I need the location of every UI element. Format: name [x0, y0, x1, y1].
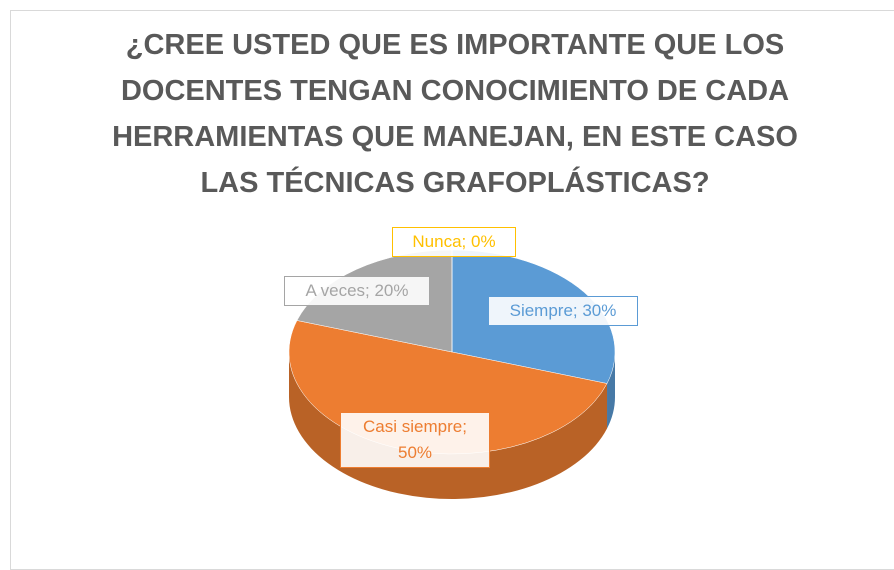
data-label: A veces; 20%	[284, 276, 430, 306]
chart-title: ¿CREE USTED QUE ES IMPORTANTE QUE LOS DO…	[112, 29, 798, 199]
chart: ¿CREE USTED QUE ES IMPORTANTE QUE LOS DO…	[10, 10, 894, 570]
data-label: Casi siempre; 50%	[340, 412, 490, 468]
pie-slice-side	[607, 352, 615, 429]
data-label: Siempre; 30%	[488, 296, 638, 326]
data-label: Nunca; 0%	[392, 227, 516, 257]
